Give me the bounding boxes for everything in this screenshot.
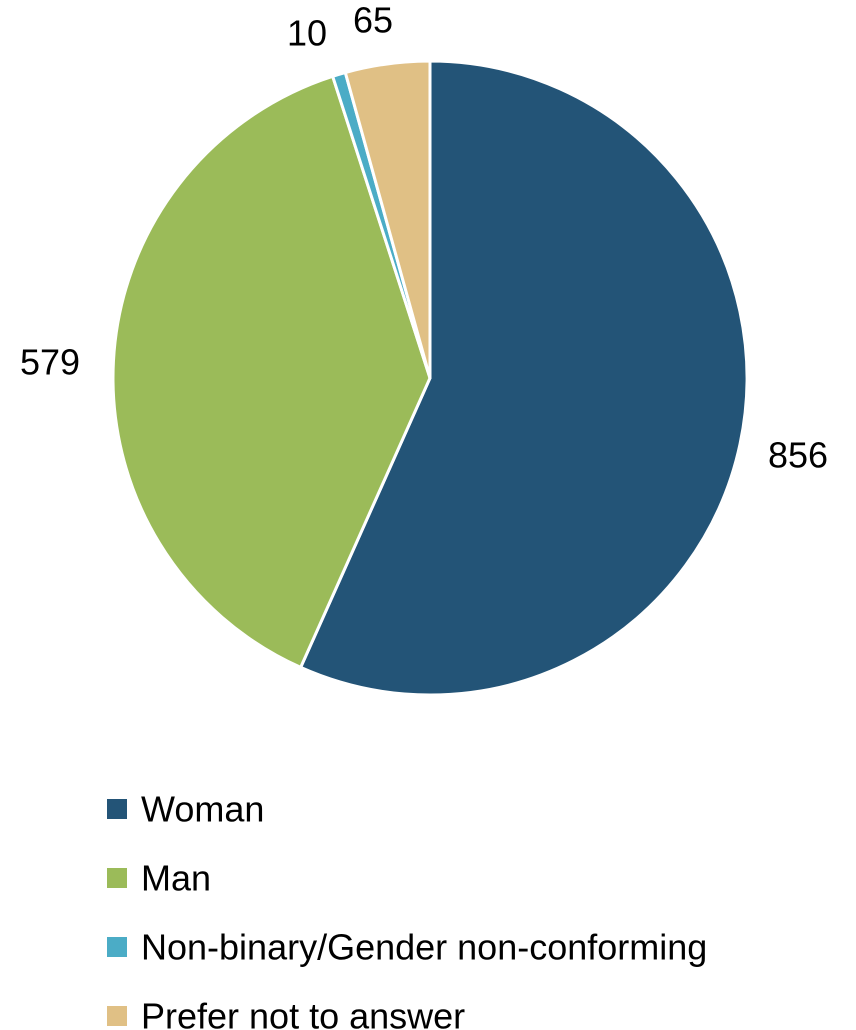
pie-slice-woman (299, 59, 749, 697)
legend-label-non-binary-gender-non-conforming: Non-binary/Gender non-conforming (141, 927, 707, 968)
pie-data-labels: 856 579 10 65 (20, 0, 828, 476)
legend-swatch-man (107, 868, 127, 888)
data-label-non-binary-gender-non-conforming: 10 (287, 13, 327, 54)
legend: Woman Man Non-binary/Gender non-conforming… (107, 789, 707, 1030)
legend-swatch-prefer-not-to-answer (107, 1006, 127, 1026)
data-label-prefer-not-to-answer: 65 (353, 0, 393, 41)
legend-label-prefer-not-to-answer: Prefer not to answer (141, 996, 465, 1030)
legend-label-man: Man (141, 858, 211, 899)
pie-slice-prefer-not-to-answer (343, 59, 432, 380)
legend-label-woman: Woman (141, 789, 264, 830)
legend-swatch-woman (107, 799, 127, 819)
data-label-woman: 856 (768, 435, 828, 476)
legend-swatch-non-binary-gender-non-conforming (107, 937, 127, 957)
pie-slice-man (111, 74, 432, 669)
pie-slices (111, 59, 749, 697)
data-label-man: 579 (20, 342, 80, 383)
